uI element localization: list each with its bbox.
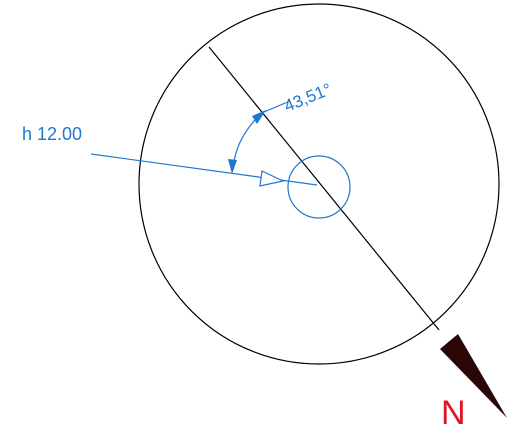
angle-label: 43,51° (281, 80, 334, 116)
north-label: N (441, 394, 466, 432)
angle-arc-arrow-top (252, 110, 266, 124)
north-axis-line (208, 46, 440, 331)
north-arrow (440, 334, 507, 418)
center-circle (287, 155, 351, 219)
sun-label: h 12.00 (22, 124, 82, 144)
angle-label-leader (263, 100, 291, 113)
outer-circle (138, 3, 500, 365)
sun-direction-line (90, 153, 318, 186)
sun-direction-arrowhead (259, 170, 285, 187)
angle-arc-arrow-bottom (228, 159, 237, 174)
